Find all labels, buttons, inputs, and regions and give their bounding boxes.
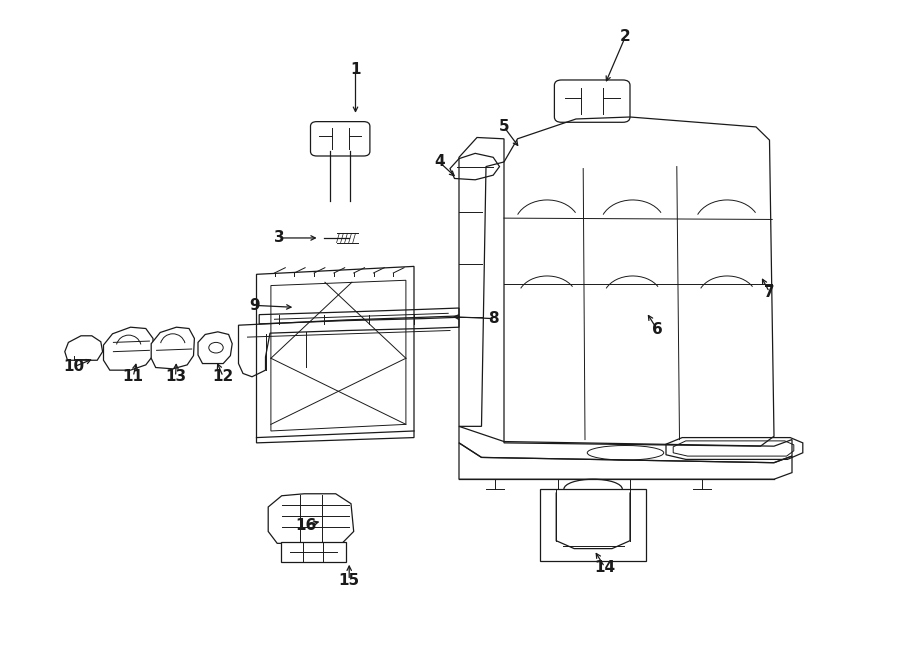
Polygon shape xyxy=(151,327,194,369)
FancyBboxPatch shape xyxy=(310,122,370,156)
Text: 12: 12 xyxy=(212,369,234,384)
Polygon shape xyxy=(198,332,232,364)
FancyBboxPatch shape xyxy=(554,80,630,122)
Text: 11: 11 xyxy=(122,369,144,384)
Polygon shape xyxy=(281,542,346,562)
Bar xyxy=(540,489,646,561)
Text: 16: 16 xyxy=(295,518,317,533)
Text: 7: 7 xyxy=(764,285,775,299)
Polygon shape xyxy=(268,494,354,543)
Polygon shape xyxy=(104,327,153,370)
Text: 1: 1 xyxy=(350,62,361,77)
Text: 9: 9 xyxy=(249,298,260,313)
Text: 5: 5 xyxy=(499,120,509,134)
Text: 4: 4 xyxy=(434,155,445,169)
Text: 2: 2 xyxy=(620,29,631,44)
Text: 10: 10 xyxy=(63,360,85,374)
Text: 15: 15 xyxy=(338,573,360,588)
Text: 13: 13 xyxy=(165,369,186,384)
Polygon shape xyxy=(65,336,103,360)
Text: 6: 6 xyxy=(652,322,662,336)
Text: 8: 8 xyxy=(488,311,499,326)
Text: 14: 14 xyxy=(594,560,616,574)
Text: 3: 3 xyxy=(274,231,284,245)
